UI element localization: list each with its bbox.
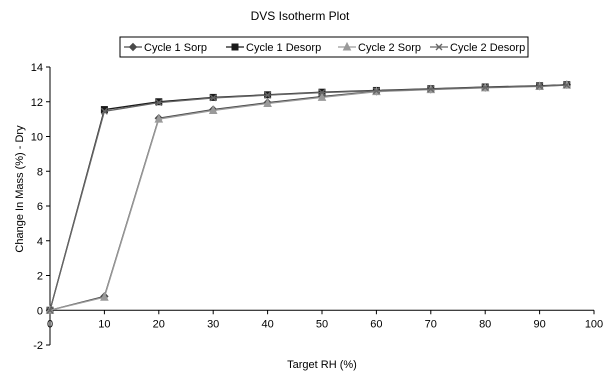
series-cycle-1-sorp bbox=[45, 80, 572, 315]
y-axis-label: Change In Mass (%) - Dry bbox=[14, 125, 26, 253]
legend-label: Cycle 1 Desorp bbox=[246, 42, 321, 54]
legend-label: Cycle 2 Desorp bbox=[450, 42, 525, 54]
x-tick-label: 40 bbox=[261, 318, 273, 330]
data-point bbox=[481, 83, 489, 91]
legend-entry: Cycle 1 Desorp bbox=[226, 42, 321, 54]
legend-label: Cycle 2 Sorp bbox=[358, 42, 421, 54]
series-layer bbox=[45, 79, 572, 315]
data-point bbox=[209, 94, 217, 102]
data-point bbox=[46, 306, 54, 314]
data-point bbox=[155, 99, 163, 107]
data-point bbox=[427, 85, 435, 93]
series-line bbox=[49, 84, 567, 311]
legend-marker bbox=[231, 43, 239, 51]
legend-entry: Cycle 2 Sorp bbox=[338, 41, 421, 54]
data-point bbox=[264, 91, 272, 99]
y-tick-label: -2 bbox=[33, 340, 43, 352]
legend-marker bbox=[128, 42, 138, 52]
data-point bbox=[318, 89, 326, 97]
legend-marker bbox=[342, 41, 352, 51]
y-tick-label: 14 bbox=[31, 62, 43, 74]
x-tick-label: 100 bbox=[585, 318, 603, 330]
x-tick-label: 0 bbox=[47, 318, 53, 330]
y-tick-label: 12 bbox=[31, 97, 43, 109]
legend-label: Cycle 1 Sorp bbox=[144, 42, 207, 54]
chart-title: DVS Isotherm Plot bbox=[251, 9, 350, 23]
y-tick-label: 8 bbox=[37, 166, 43, 178]
legend: Cycle 1 Sorp Cycle 1 Desorp Cycle 2 Sorp Cy… bbox=[119, 36, 529, 58]
y-tick-label: 4 bbox=[37, 236, 43, 248]
data-point bbox=[536, 82, 544, 90]
x-tick-label: 50 bbox=[316, 318, 328, 330]
axes: -2 0 2 4 6 8 10 12 14 0 10 20 30 40 50 60 70 80 90 100 bbox=[31, 62, 603, 352]
x-tick-label: 30 bbox=[207, 318, 219, 330]
data-point bbox=[154, 114, 164, 123]
data-point bbox=[563, 81, 571, 89]
x-tick-label: 20 bbox=[153, 318, 165, 330]
x-tick-label: 10 bbox=[98, 318, 110, 330]
y-tick-label: 6 bbox=[37, 201, 43, 213]
data-point bbox=[263, 98, 272, 107]
series-line bbox=[49, 84, 567, 311]
legend-entry: Cycle 2 Desorp bbox=[430, 42, 525, 54]
data-point bbox=[317, 92, 327, 101]
series-cycle-2-sorp bbox=[45, 79, 572, 314]
series-cycle-2-desorp bbox=[46, 81, 571, 314]
x-tick-label: 90 bbox=[533, 318, 545, 330]
y-tick-label: 0 bbox=[37, 305, 43, 317]
y-tick-label: 2 bbox=[37, 271, 43, 283]
data-point bbox=[100, 292, 109, 301]
series-cycle-1-desorp bbox=[46, 81, 571, 314]
data-point bbox=[100, 107, 108, 115]
legend-marker bbox=[435, 43, 443, 51]
legend-entry: Cycle 1 Sorp bbox=[124, 42, 207, 54]
x-tick-label: 60 bbox=[370, 318, 382, 330]
legend-box bbox=[119, 36, 529, 58]
x-tick-label: 70 bbox=[425, 318, 437, 330]
series-line bbox=[49, 84, 567, 311]
x-tick-label: 80 bbox=[479, 318, 491, 330]
series-line bbox=[49, 84, 567, 311]
y-tick-label: 10 bbox=[31, 132, 43, 144]
x-axis-label: Target RH (%) bbox=[287, 359, 357, 371]
data-point bbox=[372, 87, 380, 95]
data-point bbox=[208, 105, 218, 114]
